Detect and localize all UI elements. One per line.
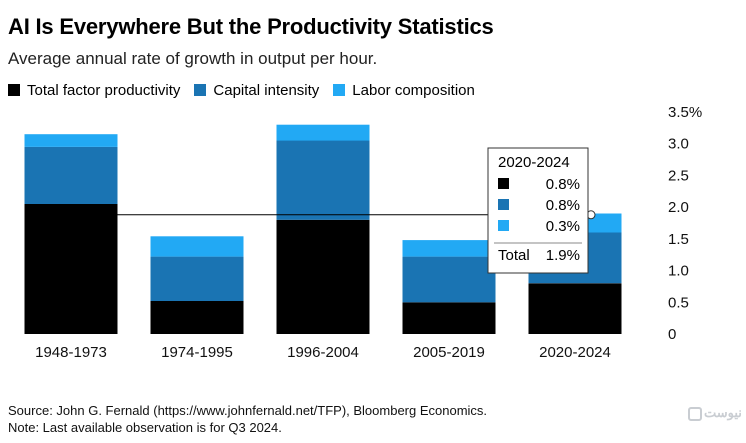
footer: Source: John G. Fernald (https://www.joh… xyxy=(8,402,487,436)
y-tick-label: 0 xyxy=(668,326,676,343)
tooltip-value-tfp: 0.8% xyxy=(546,176,580,193)
x-tick-label: 1974-1995 xyxy=(161,344,233,361)
legend-label-labor: Labor composition xyxy=(352,81,475,99)
bar-tfp-2020-2024 xyxy=(528,283,622,334)
legend-swatch-capital xyxy=(194,84,207,96)
tooltip-swatch-tfp xyxy=(498,178,509,189)
y-tick-label: 2.0 xyxy=(668,199,689,216)
tooltip-box xyxy=(487,147,589,274)
watermark-icon xyxy=(688,406,702,421)
bar-tfp-1948-1973 xyxy=(24,204,118,334)
chart-subtitle: Average annual rate of growth in output … xyxy=(8,49,378,68)
bar-capital-1996-2004 xyxy=(276,140,370,220)
bars-layer xyxy=(24,124,622,334)
tooltip-value-labor: 0.3% xyxy=(546,218,580,235)
chart-title: AI Is Everywhere But the Productivity St… xyxy=(8,14,494,39)
watermark-text: نیوست xyxy=(704,405,742,420)
legend-item-tfp: Total factor productivity xyxy=(8,82,180,99)
bar-tfp-1974-1995 xyxy=(150,301,244,334)
y-axis: 0 0.5 1.0 1.5 2.0 2.5 3.0 3.5% xyxy=(668,104,702,343)
tooltip-total-label: Total xyxy=(498,247,530,264)
legend-label-tfp: Total factor productivity xyxy=(27,81,181,99)
legend-item-capital: Capital intensity xyxy=(194,82,319,99)
tooltip-swatch-labor xyxy=(498,220,509,231)
tooltip-title: 2020-2024 xyxy=(498,154,570,171)
bar-tfp-2005-2019 xyxy=(402,302,496,334)
legend: Total factor productivity Capital intens… xyxy=(8,80,489,100)
bar-labor-1948-1973 xyxy=(24,134,118,147)
watermark: نیوست xyxy=(688,405,742,421)
x-tick-label: 1996-2004 xyxy=(287,344,359,361)
legend-swatch-tfp xyxy=(8,84,20,96)
bar-capital-1974-1995 xyxy=(150,256,244,301)
legend-item-labor: Labor composition xyxy=(333,82,475,99)
legend-label-capital: Capital intensity xyxy=(213,81,320,99)
tooltip: 2020-2024 0.8% 0.8% 0.3% Total 1.9% xyxy=(487,147,589,274)
bar-labor-1996-2004 xyxy=(276,124,370,141)
bar-capital-2005-2019 xyxy=(402,256,496,303)
x-tick-label: 2005-2019 xyxy=(413,344,485,361)
y-tick-label: 2.5 xyxy=(668,167,689,184)
x-tick-label: 1948-1973 xyxy=(35,344,107,361)
legend-swatch-labor xyxy=(333,84,346,96)
bar-labor-1974-1995 xyxy=(150,236,244,257)
bar-labor-2005-2019 xyxy=(402,240,496,257)
tooltip-total-value: 1.9% xyxy=(546,247,580,264)
source-note: Source: John G. Fernald (https://www.joh… xyxy=(8,403,488,418)
x-axis: 1948-1973 1974-1995 1996-2004 2005-2019 2020… xyxy=(35,344,611,361)
bar-capital-1948-1973 xyxy=(24,146,118,204)
tooltip-swatch-capital xyxy=(498,199,509,210)
x-tick-label: 2020-2024 xyxy=(539,344,611,361)
y-tick-label: 3.5% xyxy=(668,104,702,121)
footnote: Note: Last available observation is for … xyxy=(8,420,282,435)
y-tick-label: 1.5 xyxy=(668,231,689,248)
y-tick-label: 0.5 xyxy=(668,294,689,311)
tooltip-value-capital: 0.8% xyxy=(546,197,580,214)
y-tick-label: 3.0 xyxy=(668,136,689,153)
y-tick-label: 1.0 xyxy=(668,263,689,280)
bar-tfp-1996-2004 xyxy=(276,219,370,334)
